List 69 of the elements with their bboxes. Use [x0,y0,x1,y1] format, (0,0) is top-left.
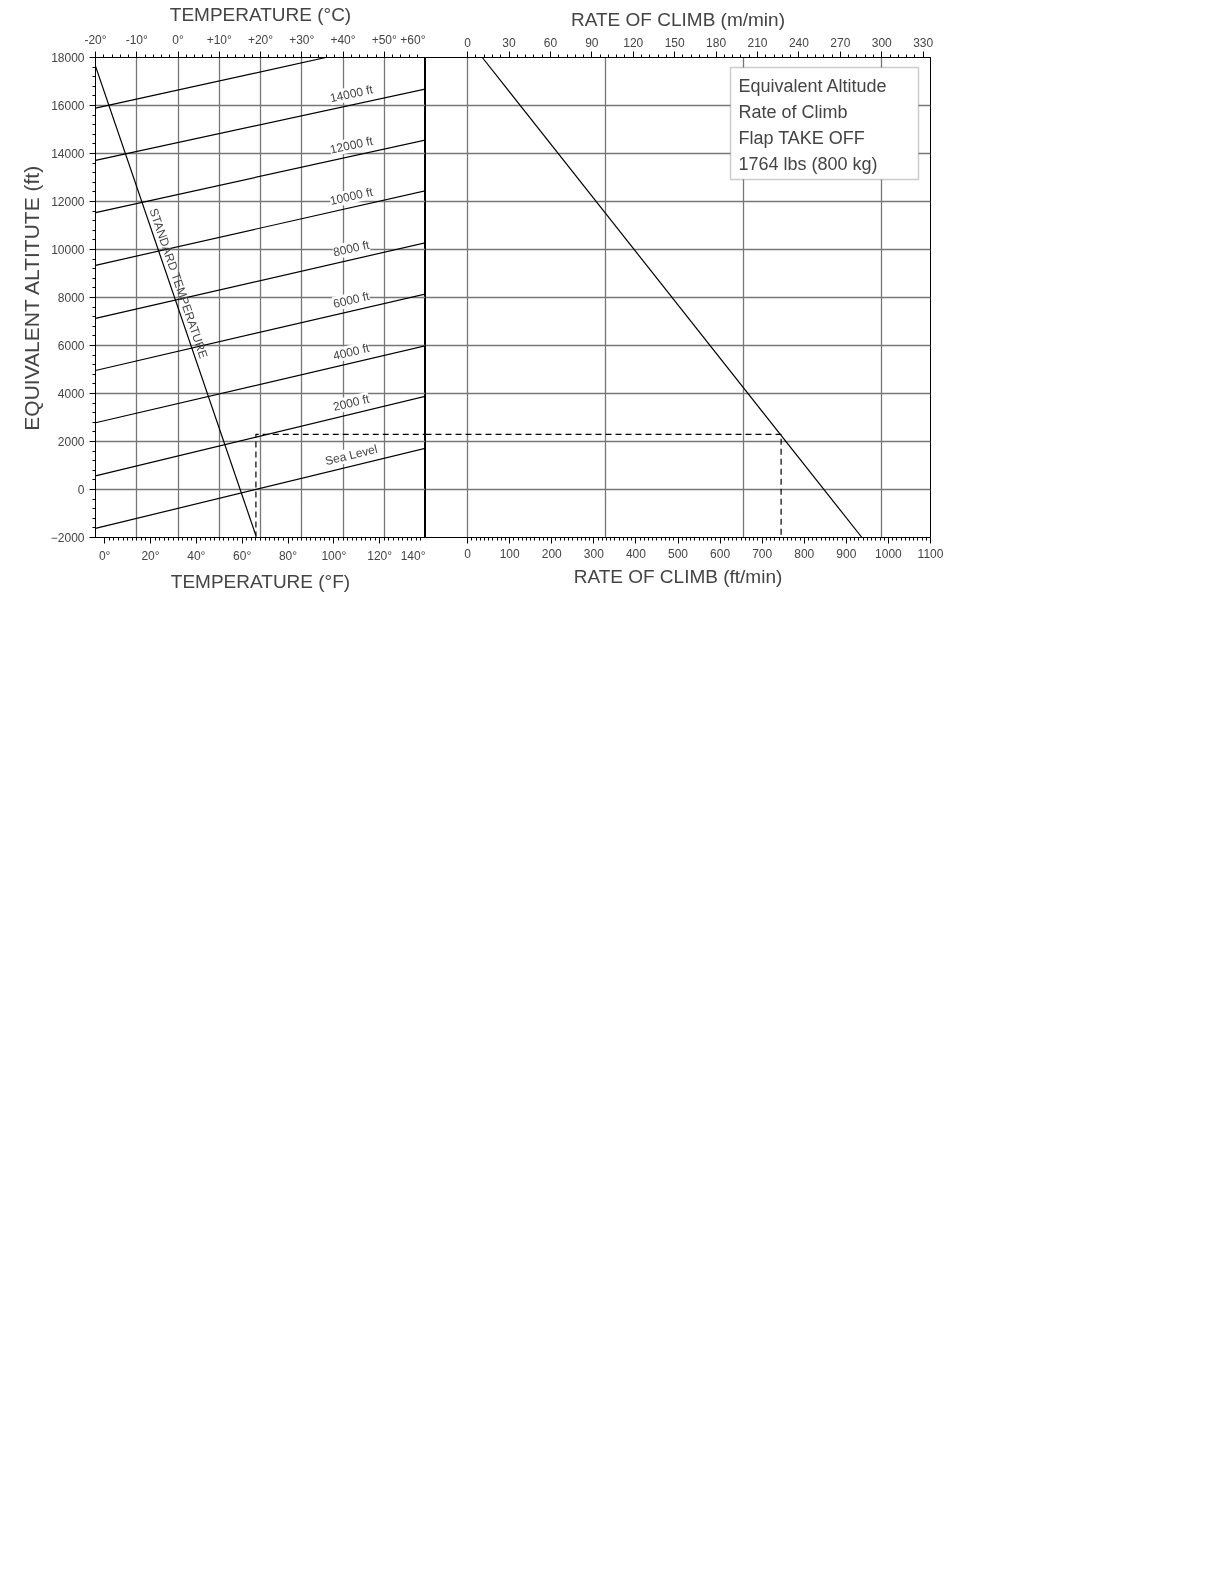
x-axis-title: TEMPERATURE (°F) [170,570,351,592]
annotation: Rate of Climb [738,101,848,122]
x-tick-label: 600 [710,546,731,561]
x2-tick-label: -20° [84,32,107,47]
x2-tick-label: 0 [464,35,472,50]
x-tick-label: 900 [836,546,857,561]
x-tick-label: 0° [98,548,111,563]
y-tick-label: −2000 [50,531,85,545]
x2-axis-title: TEMPERATURE (°C) [169,3,352,25]
x2-tick-label: 210 [747,35,768,50]
x2-tick-label: +40° [330,32,356,47]
y-tick-label: 10000 [51,243,85,257]
x-axis-title: RATE OF CLIMB (ft/min) [573,565,783,587]
y-tick-label: 4000 [57,387,85,401]
x-tick-label: 700 [752,546,773,561]
x-tick-label: 400 [625,546,647,561]
annotation: Equivalent Altitude [738,75,887,96]
y-axis-title: EQUIVALENT ALTITUTE (ft) [19,165,43,431]
y-tick-label: 14000 [51,147,85,161]
x-tick-label: 1000 [875,546,903,561]
annotation: 1764 lbs (800 kg) [738,153,878,174]
text: Sea Level [323,441,379,469]
x2-tick-label: +50° [371,32,398,47]
x2-tick-label: 0° [172,32,184,47]
y-tick-label: 2000 [57,435,85,449]
x2-tick-label: 30 [502,35,517,50]
x2-tick-label: 240 [788,35,810,50]
y-tick-label: 0 [77,483,85,497]
x2-tick-label: -10° [125,32,149,47]
text: 4000 ft [331,340,372,363]
text: 10000 ft [328,184,375,208]
x2-tick-label: +30° [289,32,315,47]
text: 6000 ft [331,288,372,311]
y-tick-label: 18000 [51,51,85,65]
x-tick-label: 1100 [917,546,944,561]
y-tick-label: 16000 [51,99,85,113]
text: 12000 ft [328,133,375,157]
y-tick-label: 6000 [57,339,85,353]
x2-tick-label: 300 [871,35,893,50]
text: 8000 ft [331,237,372,260]
x2-tick-label: 180 [706,35,727,50]
x2-tick-label: +20° [247,32,274,47]
x-tick-label: 40° [187,548,206,563]
y-tick-label: 8000 [57,291,85,305]
x-tick-label: 500 [667,546,689,561]
y-tick-label: 12000 [51,195,85,209]
x2-tick-label: 330 [913,35,934,50]
x2-tick-label: 270 [830,35,851,50]
x2-tick-label: +10° [206,32,233,47]
x-tick-label: 0 [464,546,472,561]
x2-tick-label: 60 [543,35,558,50]
x-tick-label: 120° [367,548,393,563]
x-tick-label: 20° [141,548,160,563]
x2-tick-label: 120 [623,35,644,50]
text: 2000 ft [331,391,372,414]
x-tick-label: 800 [794,546,815,561]
x2-tick-label: 90 [585,35,599,50]
x-tick-label: 60° [233,548,252,563]
x-tick-label: 300 [583,546,605,561]
x-tick-label: 100° [321,548,347,563]
x-tick-label: 100 [499,546,520,561]
x2-axis-title: RATE OF CLIMB (m/min) [571,8,785,30]
x-tick-label: 200 [541,546,563,561]
x-tick-label: 80° [278,548,298,563]
text: 14000 ft [328,82,375,106]
x2-tick-label: +60° [400,32,426,47]
annotation: Flap TAKE OFF [738,127,865,148]
x2-tick-label: 150 [664,35,686,50]
x-tick-label: 140° [400,548,426,563]
